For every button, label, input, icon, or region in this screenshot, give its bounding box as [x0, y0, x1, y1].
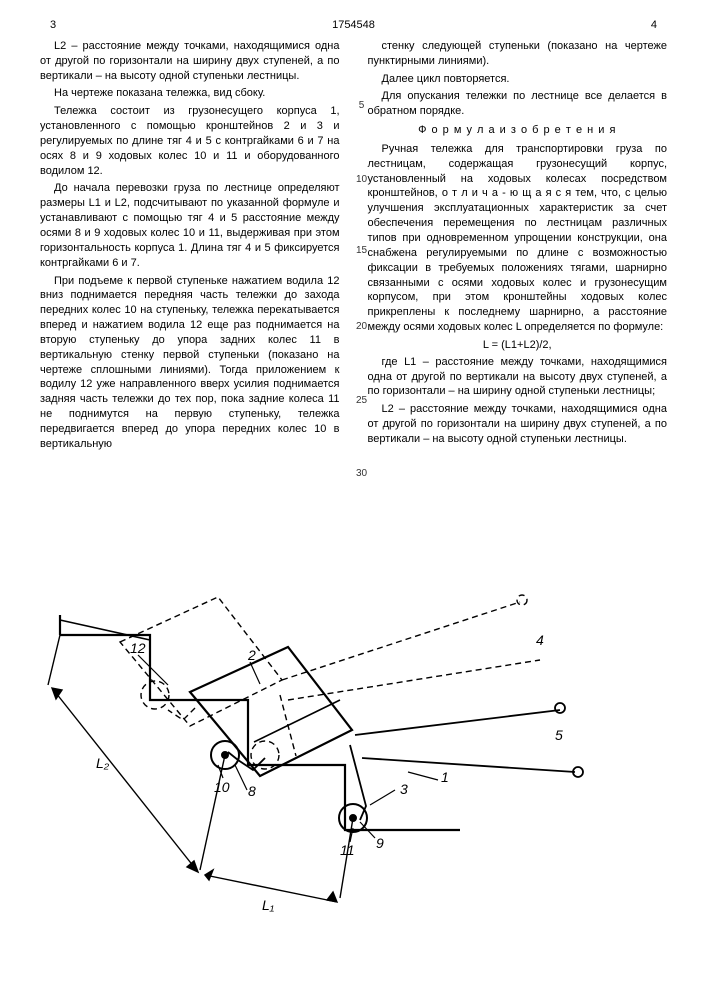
paragraph: Ручная тележка для транспортировки груза…: [368, 142, 668, 335]
label-L2: L₂: [96, 755, 110, 771]
label-2: 2: [247, 647, 256, 663]
right-column: стенку следующей ступеньки (показано на …: [368, 39, 668, 455]
label-8: 8: [248, 783, 256, 799]
paragraph: Далее цикл повторяется.: [368, 72, 668, 87]
paragraph: На чертеже показана тележка, вид сбоку.: [40, 86, 340, 101]
right-page-number: 4: [651, 18, 657, 33]
paragraph: Тележка состоит из грузонесущего корпуса…: [40, 104, 340, 178]
paragraph: стенку следующей ступеньки (показано на …: [368, 39, 668, 69]
label-10: 10: [214, 779, 230, 795]
label-4: 4: [536, 632, 544, 648]
document-number: 1754548: [332, 18, 375, 33]
formula: L = (L1+L2)/2,: [368, 338, 668, 353]
label-9: 9: [376, 835, 384, 851]
paragraph: где L1 – расстояние между точками, наход…: [368, 355, 668, 400]
label-5: 5: [555, 727, 563, 743]
paragraph: При подъеме к первой ступеньке нажатием …: [40, 274, 340, 452]
paragraph: Для опускания тележки по лестнице все де…: [368, 89, 668, 119]
claims-heading: Ф о р м у л а и з о б р е т е н и я: [368, 123, 668, 138]
left-column: 5 10 15 20 25 30 L2 – расстояние между т…: [40, 39, 340, 455]
label-3: 3: [400, 781, 408, 797]
text-columns: 5 10 15 20 25 30 L2 – расстояние между т…: [0, 39, 707, 455]
page-header: 3 1754548 4: [0, 0, 707, 39]
paragraph: До начала перевозки груза по лестнице оп…: [40, 181, 340, 270]
paragraph: L2 – расстояние между точками, находящим…: [368, 402, 668, 447]
label-11: 11: [340, 842, 355, 858]
paragraph: L2 – расстояние между точками, находящим…: [40, 39, 340, 84]
label-12: 12: [130, 640, 146, 656]
label-1: 1: [441, 769, 449, 785]
left-page-number: 3: [50, 18, 56, 33]
technical-drawing: 12 2 3 4 5 1 10 8 11 9 L₁ L₂: [0, 540, 707, 970]
label-L1: L₁: [262, 897, 275, 913]
